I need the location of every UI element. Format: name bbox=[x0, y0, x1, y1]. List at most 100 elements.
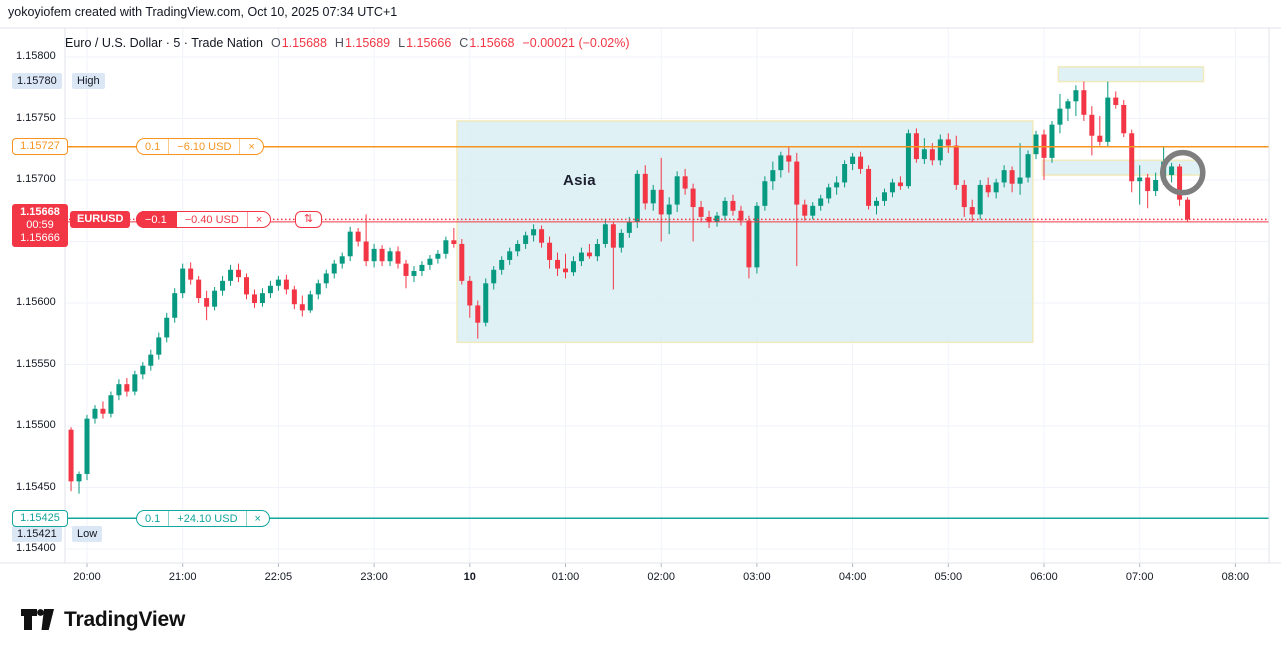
candle bbox=[172, 288, 178, 323]
candle bbox=[379, 245, 385, 267]
candle bbox=[475, 300, 481, 339]
candle bbox=[435, 250, 441, 264]
tradingview-logo-icon bbox=[21, 609, 54, 630]
candle bbox=[1081, 81, 1087, 121]
candle bbox=[204, 290, 210, 321]
ohlc-open: O1.15688 bbox=[271, 36, 327, 50]
candle bbox=[626, 216, 632, 238]
candle bbox=[108, 391, 114, 418]
time-tick-label: 06:00 bbox=[1030, 571, 1058, 583]
reverse-position-icon[interactable]: ⇅ bbox=[295, 211, 322, 228]
candle bbox=[1089, 106, 1095, 156]
price-tick-label: 1.15500 bbox=[16, 419, 56, 431]
candle bbox=[259, 288, 265, 307]
candle bbox=[722, 197, 728, 221]
target-order-close-icon[interactable]: × bbox=[254, 512, 261, 525]
candle bbox=[921, 138, 927, 165]
candle bbox=[180, 263, 186, 299]
candle bbox=[275, 275, 281, 291]
candle bbox=[331, 259, 337, 279]
current-price-value: 1.15668 bbox=[20, 206, 60, 218]
candle bbox=[443, 236, 449, 259]
candle bbox=[459, 239, 465, 285]
target-order-pill[interactable]: 0.1 +24.10 USD × bbox=[136, 510, 270, 527]
candle bbox=[802, 199, 808, 221]
candle bbox=[953, 135, 959, 190]
candle bbox=[1121, 100, 1127, 137]
candle bbox=[1137, 165, 1143, 205]
candle bbox=[196, 275, 202, 303]
stop-order-qty[interactable]: 0.1 bbox=[137, 139, 170, 154]
candle bbox=[1169, 162, 1175, 183]
candle bbox=[451, 227, 457, 248]
candle bbox=[762, 176, 768, 211]
candle bbox=[570, 256, 576, 276]
candle bbox=[76, 471, 82, 494]
candle bbox=[1033, 130, 1039, 160]
time-tick-label: 20:00 bbox=[73, 571, 101, 583]
highlight-zone bbox=[456, 120, 1034, 344]
candle bbox=[993, 178, 999, 199]
candle bbox=[650, 184, 656, 211]
candle bbox=[212, 287, 218, 311]
candle bbox=[602, 219, 608, 248]
asia-session-label: Asia bbox=[563, 172, 596, 189]
stop-order-pill[interactable]: 0.1 −6.10 USD × bbox=[136, 138, 264, 155]
candle bbox=[339, 252, 345, 269]
target-order-price-badge[interactable]: 1.15425 bbox=[12, 510, 68, 527]
candle bbox=[347, 226, 353, 262]
candle bbox=[467, 275, 473, 318]
candle bbox=[634, 170, 640, 228]
candle bbox=[1145, 173, 1151, 209]
candle bbox=[1009, 166, 1015, 193]
candle bbox=[618, 229, 624, 253]
candle bbox=[945, 133, 951, 153]
position-entry-price: 1.15666 bbox=[20, 232, 60, 244]
position-pill[interactable]: −0.1 −0.40 USD × bbox=[136, 211, 272, 228]
candle bbox=[586, 243, 592, 259]
candle bbox=[778, 151, 784, 178]
position-qty[interactable]: −0.1 bbox=[136, 211, 177, 228]
low-label-chip: Low bbox=[72, 526, 103, 542]
candle bbox=[754, 202, 760, 274]
candle bbox=[323, 269, 329, 289]
candle bbox=[786, 146, 792, 173]
time-tick-label: 01:00 bbox=[551, 571, 580, 583]
tradingview-logo-text: TradingView bbox=[64, 607, 186, 631]
candle bbox=[642, 165, 648, 210]
candle bbox=[578, 247, 584, 267]
price-tick-label: 1.15450 bbox=[16, 480, 56, 493]
candle bbox=[68, 427, 74, 492]
stop-order-close-icon[interactable]: × bbox=[248, 140, 255, 153]
high-label-chip: High bbox=[72, 73, 105, 89]
candle bbox=[148, 349, 154, 371]
candle bbox=[164, 312, 170, 343]
candle bbox=[1025, 150, 1031, 183]
circle-annotation bbox=[1160, 149, 1206, 196]
time-tick-label: 22:05 bbox=[264, 571, 293, 583]
candle bbox=[307, 290, 313, 313]
candle bbox=[515, 240, 521, 257]
time-tick-label: 23:00 bbox=[360, 571, 388, 583]
target-order-qty[interactable]: 0.1 bbox=[137, 511, 170, 526]
candle bbox=[658, 157, 664, 242]
candle bbox=[1153, 172, 1159, 196]
candle bbox=[283, 274, 289, 295]
bar-countdown: 00:59 bbox=[26, 219, 54, 231]
position-pnl: −0.40 USD bbox=[177, 212, 248, 227]
candle bbox=[937, 134, 943, 166]
position-close-icon[interactable]: × bbox=[255, 213, 263, 226]
candle bbox=[140, 362, 146, 380]
candle bbox=[698, 200, 704, 222]
candle bbox=[1001, 165, 1007, 188]
stop-order-price-badge[interactable]: 1.15727 bbox=[12, 138, 68, 155]
tradingview-logo[interactable]: TradingView bbox=[20, 606, 185, 633]
candle bbox=[267, 280, 273, 299]
candle bbox=[244, 273, 249, 300]
candle bbox=[818, 194, 824, 211]
candle bbox=[610, 221, 616, 290]
candle bbox=[483, 278, 489, 327]
position-symbol-pill[interactable]: EURUSD bbox=[70, 211, 131, 228]
symbol-title[interactable]: Euro / U.S. Dollar · 5 · Trade Nation bbox=[65, 36, 263, 50]
